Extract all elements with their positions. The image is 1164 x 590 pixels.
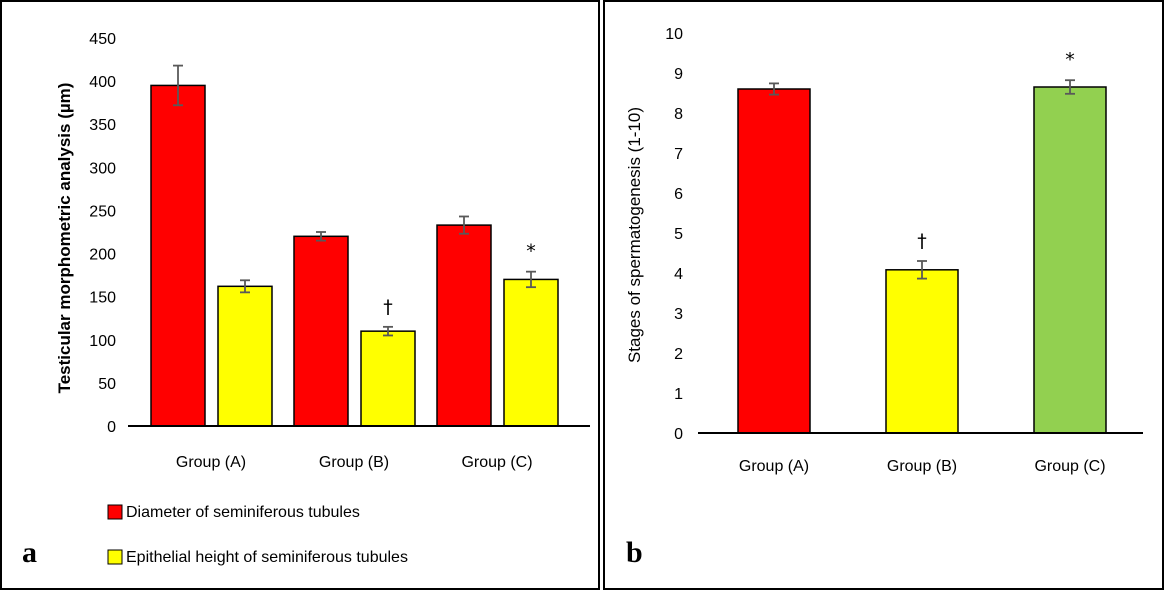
panel-a-x-ticks: Group (A) Group (B) Group (C)	[176, 454, 533, 471]
panel-a-y-tick-label: 350	[89, 117, 116, 134]
bar-stages-group-b	[885, 269, 959, 434]
significance-marker-group-c: *	[526, 241, 536, 263]
panel-b-y-tick-label: 1	[674, 386, 683, 403]
panel-b-y-tick-label: 3	[674, 306, 683, 323]
bar-stages-group-a	[737, 88, 811, 434]
panel-a-y-tick-label: 50	[98, 376, 116, 393]
error-bar-stages-group-a	[769, 82, 779, 96]
panel-b-y-tick-label: 5	[674, 226, 683, 243]
error-bar-diameter-of-seminiferous-tubules-group-a	[173, 64, 183, 107]
panel-a-bars: †*	[150, 64, 559, 427]
panel-b-y-tick-label: 4	[674, 266, 683, 283]
significance-marker-stages-group-c: *	[1065, 49, 1075, 71]
bar-epithelial-height-of-seminiferous-tubules-group-b	[360, 330, 416, 427]
panel-b-y-tick-label: 0	[674, 426, 683, 443]
panel-b-y-tick-label: 9	[674, 66, 683, 83]
panel-a-ylabel: Testicular morphometric analysis (µm)	[55, 83, 74, 394]
bar-diameter-of-seminiferous-tubules-group-a	[150, 84, 206, 427]
bar-stages-group-c	[1033, 86, 1107, 434]
error-bar-diameter-of-seminiferous-tubules-group-c	[459, 215, 469, 235]
bar-diameter-of-seminiferous-tubules-group-c	[436, 224, 492, 427]
panel-a-y-tick-label: 200	[89, 247, 116, 264]
error-bar-epithelial-height-of-seminiferous-tubules-group-c	[526, 270, 536, 289]
legend-swatch-epithelial	[107, 549, 123, 565]
error-bar-diameter-of-seminiferous-tubules-group-b	[316, 231, 326, 242]
panel-b-y-ticks: 0 1 2 3 4 5 6 7 8 9 10	[665, 26, 683, 443]
panel-a-x-tick-label: Group (A)	[176, 454, 246, 471]
panel-a-letter: a	[22, 536, 37, 569]
panel-a-y-ticks: 0 50 100 150 200 250 300 350 400 450	[89, 31, 116, 436]
panel-b-y-tick-label: 2	[674, 346, 683, 363]
panel-a-y-tick-label: 250	[89, 203, 116, 220]
bar-epithelial-height-of-seminiferous-tubules-group-c	[503, 278, 559, 427]
panel-b-letter: b	[626, 536, 643, 569]
significance-marker-stages-group-b: †	[917, 230, 927, 252]
panel-a-y-tick-label: 300	[89, 160, 116, 177]
panel-b-x-tick-label: Group (B)	[887, 458, 957, 475]
legend-label-epithelial: Epithelial height of seminiferous tubule…	[126, 549, 408, 566]
panel-b-y-tick-label: 10	[665, 26, 683, 43]
panel-a-y-tick-label: 150	[89, 290, 116, 307]
significance-marker-group-b: †	[383, 296, 393, 318]
error-bar-epithelial-height-of-seminiferous-tubules-group-b	[383, 325, 393, 337]
legend-label-diameter: Diameter of seminiferous tubules	[126, 504, 360, 521]
panel-b-ylabel: Stages of spermatogenesis (1-10)	[625, 107, 644, 363]
panel-b-y-tick-label: 8	[674, 106, 683, 123]
panel-b-x-tick-label: Group (C)	[1034, 458, 1105, 475]
panel-a-y-tick-label: 0	[107, 419, 116, 436]
panel-b-y-tick-label: 6	[674, 186, 683, 203]
panel-a-y-tick-label: 450	[89, 31, 116, 48]
bar-diameter-of-seminiferous-tubules-group-b	[293, 235, 349, 427]
panel-a-x-tick-label: Group (C)	[461, 454, 532, 471]
panel-a-y-tick-label: 100	[89, 333, 116, 350]
panel-b-x-tick-label: Group (A)	[739, 458, 809, 475]
panel-b-y-tick-label: 7	[674, 146, 683, 163]
error-bar-stages-group-c	[1065, 79, 1075, 95]
panel-a-y-tick-label: 400	[89, 74, 116, 91]
error-bar-stages-group-b	[917, 260, 927, 280]
panel-b-bars: †*	[737, 49, 1107, 434]
panel-a-x-tick-label: Group (B)	[319, 454, 389, 471]
bar-epithelial-height-of-seminiferous-tubules-group-a	[217, 285, 273, 427]
panel-b-x-ticks: Group (A) Group (B) Group (C)	[739, 458, 1106, 475]
legend-swatch-diameter	[107, 504, 123, 520]
panel-a-legend: Diameter of seminiferous tubules Epithel…	[107, 504, 408, 566]
panel-a-chart: Testicular morphometric analysis (µm) 0 5…	[22, 31, 590, 569]
panel-b-chart: Stages of spermatogenesis (1-10) 0 1 2 3 4 5 6…	[625, 26, 1143, 569]
error-bar-epithelial-height-of-seminiferous-tubules-group-a	[240, 279, 250, 294]
